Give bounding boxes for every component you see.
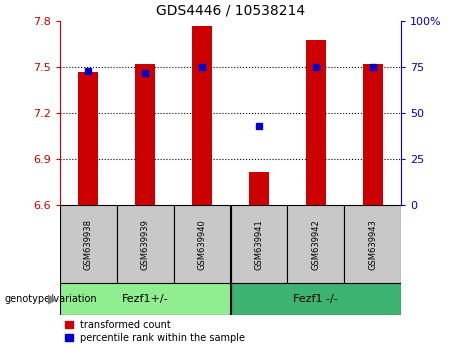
Bar (60, 283, 230, 315)
Text: GSM639943: GSM639943 (368, 219, 377, 270)
Text: genotype/variation: genotype/variation (5, 294, 97, 304)
Text: Fezf1 -/-: Fezf1 -/- (293, 294, 338, 304)
Bar (249, 172, 269, 205)
Bar (192, 26, 212, 205)
Title: GDS4446 / 10538214: GDS4446 / 10538214 (156, 3, 305, 17)
Bar (117, 205, 174, 283)
Bar (60, 205, 117, 283)
Text: Fezf1+/-: Fezf1+/- (122, 294, 169, 304)
Text: GSM639942: GSM639942 (311, 219, 320, 270)
Text: GSM639941: GSM639941 (254, 219, 263, 270)
Bar (287, 205, 344, 283)
Legend: transformed count, percentile rank within the sample: transformed count, percentile rank withi… (65, 320, 245, 343)
Bar (306, 40, 326, 205)
Bar (230, 283, 401, 315)
Text: GSM639940: GSM639940 (198, 219, 207, 270)
Text: GSM639938: GSM639938 (84, 219, 93, 270)
Bar (135, 64, 155, 205)
Bar (78, 72, 98, 205)
Text: ▶: ▶ (48, 293, 58, 306)
Text: GSM639939: GSM639939 (141, 219, 150, 270)
Bar (230, 205, 287, 283)
Bar (363, 64, 383, 205)
Bar (344, 205, 401, 283)
Bar (174, 205, 230, 283)
